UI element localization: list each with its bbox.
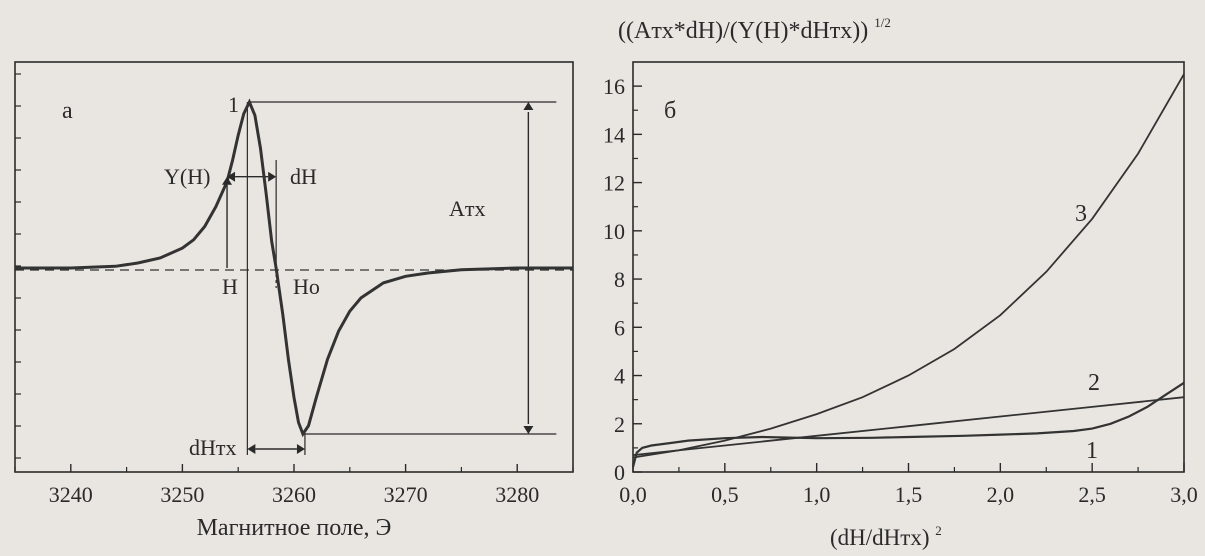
- annotation-h: H: [222, 274, 238, 299]
- annotation-dhtx: dHтх: [189, 435, 237, 460]
- panel-b-y-tick-label: 14: [603, 122, 625, 147]
- panel-b-x-tick-label: 0,0: [619, 482, 647, 507]
- panel-a-x-tick-label: 3250: [160, 482, 204, 507]
- panel-b-y-tick-label: 10: [603, 219, 625, 244]
- panel-b-y-tick-label: 16: [603, 74, 625, 99]
- panel-b-x-axis-label-superscript: 2: [935, 523, 942, 538]
- panel-b-x-tick-label: 1,5: [895, 482, 923, 507]
- panel-b-x-ticks: 0,0 0,5 1,0 1,5 2,0 2,5 3,0: [619, 463, 1198, 507]
- y-of-h-arrow-head: [222, 176, 233, 185]
- panel-b-y-ticks: 0 2 4 6 8 10 12 14 16: [603, 74, 642, 485]
- panel-b-title-superscript: 1/2: [874, 15, 891, 30]
- panel-b-series-line-3: [632, 73, 1185, 459]
- panel-b-y-tick-label: 2: [614, 412, 625, 437]
- panel-b-y-tick-label: 0: [614, 460, 625, 485]
- panel-a-y-ticks: [15, 73, 21, 459]
- series-label-3: 3: [1075, 201, 1087, 227]
- dh-arrow-head-left: [227, 171, 236, 182]
- panel-b-x-tick-label: 2,5: [1078, 482, 1106, 507]
- panel-b-x-tick-label: 3,0: [1170, 482, 1198, 507]
- panel-a-x-tick-label: 3270: [384, 482, 428, 507]
- panel-b-series-line-2: [632, 396, 1185, 456]
- annotation-dh: dH: [290, 164, 317, 189]
- panel-b-label: б: [664, 98, 676, 124]
- panel-a-label: а: [62, 98, 73, 124]
- panel-b-title-text: ((Aтх*dH)/(Y(H)*dHтх)): [618, 18, 868, 44]
- panel-a-x-tick-label: 3240: [49, 482, 93, 507]
- panel-a-x-ticks: 3240 3250 3260 3270 3280: [14, 464, 574, 507]
- panel-a: 3240 3250 3260 3270 3280 а 1 Y(H) dH Aтх H H…: [14, 61, 574, 541]
- panel-b-x-axis-label-text: (dH/dHтх): [830, 525, 929, 550]
- dhtx-arrow-head-left: [247, 444, 256, 454]
- panel-b-y-tick-label: 8: [614, 267, 625, 292]
- panel-a-x-tick-label: 3260: [272, 482, 316, 507]
- dhtx-arrow-head-right: [296, 444, 305, 454]
- panel-b-title: ((Aтх*dH)/(Y(H)*dHтх)) 1/2: [618, 15, 891, 44]
- panel-a-series-line: [15, 98, 573, 438]
- panel-b-series-line-1: [631, 381, 1185, 468]
- panel-a-arrows: [222, 102, 534, 454]
- annotation-y-of-h: Y(H): [164, 164, 210, 189]
- panel-b-x-tick-label: 0,5: [711, 482, 739, 507]
- panel-b-y-tick-label: 12: [603, 171, 625, 196]
- series-label-1: 1: [1086, 438, 1098, 464]
- panel-b-x-tick-label: 2,0: [987, 482, 1015, 507]
- annotation-atx: Aтх: [449, 196, 486, 221]
- panel-a-guides: [226, 101, 557, 455]
- dh-arrow-head-right: [268, 171, 277, 182]
- panel-b-y-tick-label: 6: [614, 315, 625, 340]
- panel-a-x-tick-label: 3280: [495, 482, 539, 507]
- panel-b-series: [631, 73, 1185, 468]
- atx-arrow-head-up: [523, 102, 534, 110]
- annotation-peak-number: 1: [228, 92, 239, 117]
- panel-b-y-tick-label: 4: [614, 364, 625, 389]
- panel-b-x-axis-label: (dH/dHтх) 2: [830, 523, 942, 550]
- panel-b-x-tick-label: 1,0: [803, 482, 831, 507]
- panel-b-frame: [632, 61, 1185, 473]
- atx-arrow-head-down: [523, 426, 534, 434]
- series-label-2: 2: [1088, 370, 1100, 396]
- annotation-ho: Ho: [293, 274, 320, 299]
- panel-a-x-axis-label: Магнитное поле, Э: [197, 515, 392, 541]
